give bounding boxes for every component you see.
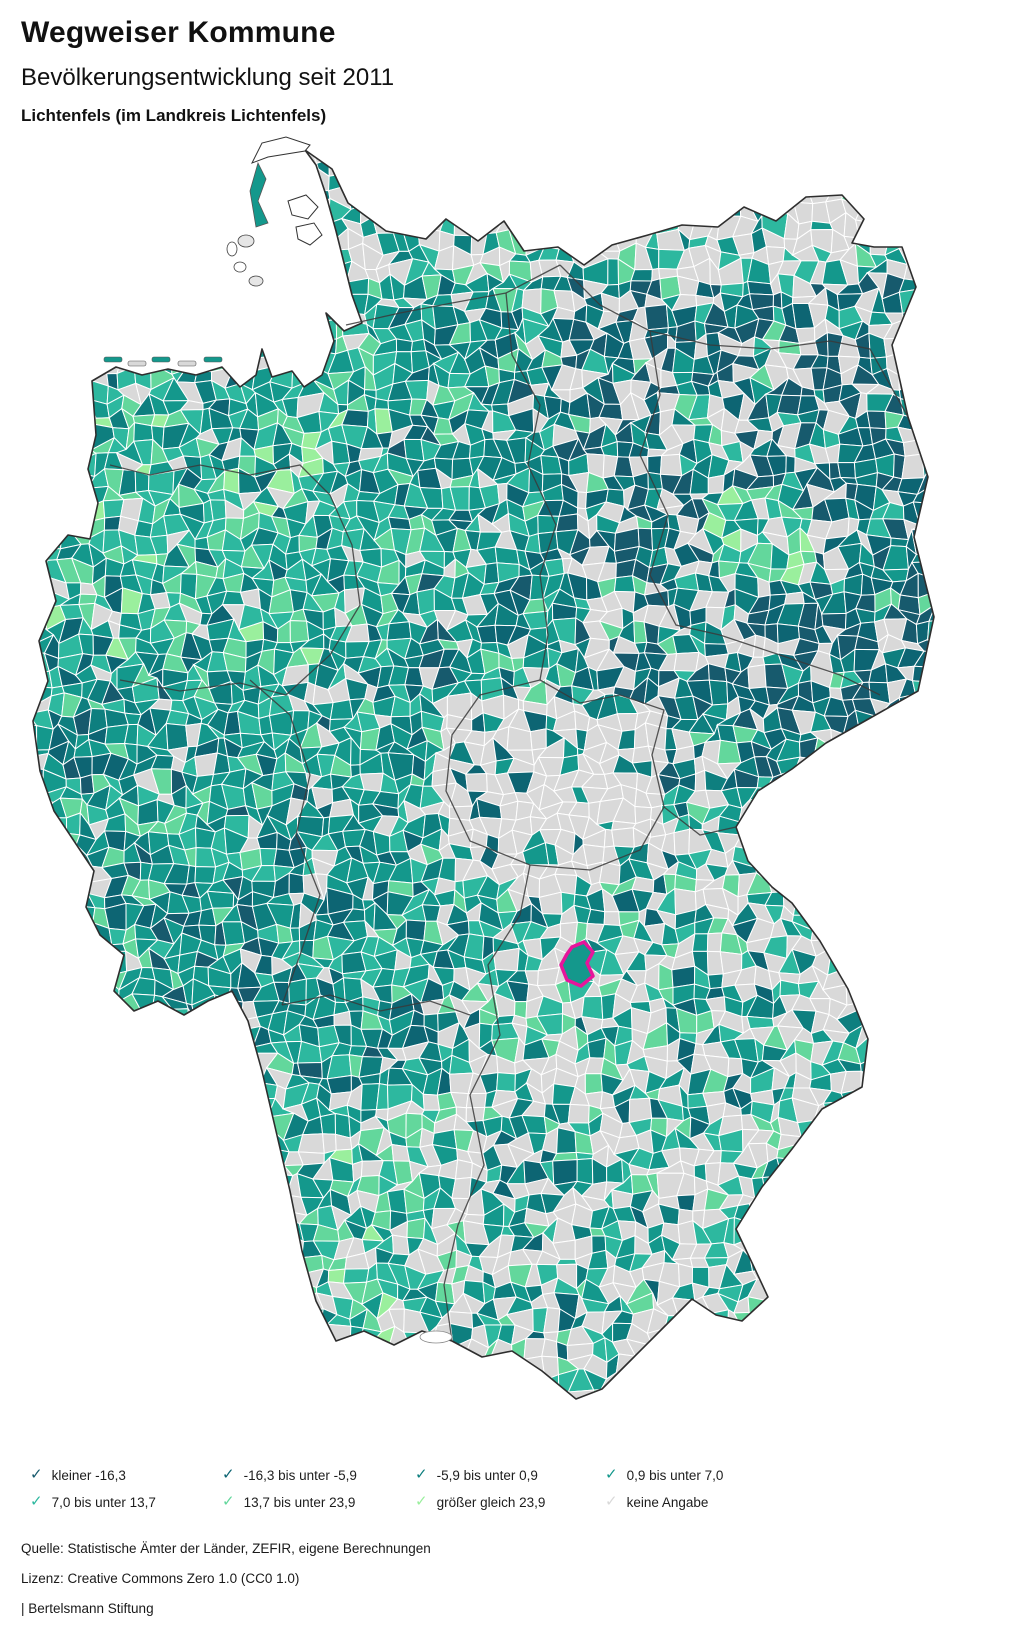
legend-item-minus-16-3-bis-minus-5-9[interactable]: ✓ -16,3 bis unter -5,9 (222, 1466, 415, 1483)
check-icon: ✓ (30, 1466, 43, 1483)
report-header: Wegweiser Kommune Bevölkerungsentwicklun… (21, 16, 394, 126)
legend-label: kleiner -16,3 (51, 1468, 126, 1483)
legend-item-0-9-bis-7-0[interactable]: ✓ 0,9 bis unter 7,0 (605, 1466, 825, 1483)
check-icon: ✓ (30, 1493, 43, 1510)
check-icon: ✓ (415, 1493, 428, 1510)
page-subtitle: Bevölkerungsentwicklung seit 2011 (21, 64, 395, 91)
check-icon: ✓ (222, 1466, 235, 1483)
check-icon: ✓ (222, 1493, 235, 1510)
legend-label: größer gleich 23,9 (436, 1495, 546, 1510)
legend-item-kleiner-minus-16-3[interactable]: ✓ kleiner -16,3 (30, 1466, 222, 1483)
attribution-text: | Bertelsmann Stiftung (21, 1601, 154, 1616)
legend-item-groesser-gleich-23-9[interactable]: ✓ größer gleich 23,9 (415, 1493, 605, 1510)
check-icon: ✓ (605, 1466, 618, 1483)
legend-label: 0,9 bis unter 7,0 (626, 1468, 724, 1483)
legend-item-7-0-bis-13-7[interactable]: ✓ 7,0 bis unter 13,7 (30, 1493, 222, 1510)
legend-item-minus-5-9-bis-0-9[interactable]: ✓ -5,9 bis unter 0,9 (415, 1466, 605, 1483)
legend-label: 13,7 bis unter 23,9 (243, 1495, 356, 1510)
legend: ✓ kleiner -16,3 ✓ -16,3 bis unter -5,9 ✓… (30, 1466, 825, 1510)
legend-item-keine-angabe[interactable]: ✓ keine Angabe (605, 1493, 825, 1510)
region-label: Lichtenfels (im Landkreis Lichtenfels) (21, 106, 327, 125)
germany-choropleth-map[interactable] (0, 135, 1024, 1465)
source-text: Quelle: Statistische Ämter der Länder, Z… (21, 1541, 431, 1556)
legend-label: -5,9 bis unter 0,9 (436, 1468, 538, 1483)
license-text: Lizenz: Creative Commons Zero 1.0 (CC0 1… (21, 1571, 300, 1586)
check-icon: ✓ (605, 1493, 618, 1510)
page-title: Wegweiser Kommune (21, 16, 336, 49)
check-icon: ✓ (415, 1466, 428, 1483)
report-footer: Quelle: Statistische Ämter der Länder, Z… (21, 1541, 431, 1631)
legend-label: keine Angabe (626, 1495, 709, 1510)
legend-label: -16,3 bis unter -5,9 (243, 1468, 357, 1483)
legend-label: 7,0 bis unter 13,7 (51, 1495, 156, 1510)
legend-item-13-7-bis-23-9[interactable]: ✓ 13,7 bis unter 23,9 (222, 1493, 415, 1510)
